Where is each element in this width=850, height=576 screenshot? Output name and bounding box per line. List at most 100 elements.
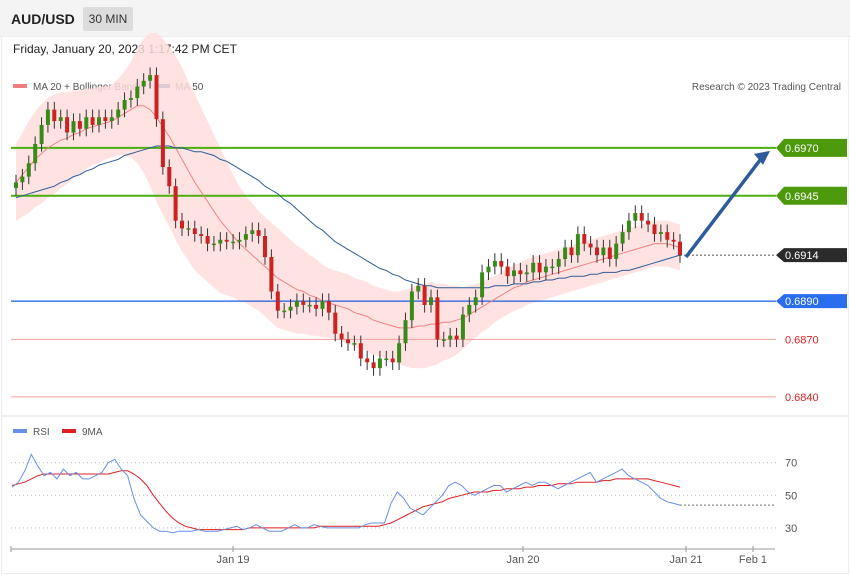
candle-body [186, 228, 191, 230]
candle-body [320, 301, 325, 309]
rsi9-line [11, 470, 681, 531]
timeframe-button[interactable]: 30 MIN [83, 7, 133, 31]
candle-body [524, 272, 529, 275]
candle-body [199, 234, 204, 236]
candle-body [307, 304, 312, 307]
candle-body [97, 117, 101, 125]
candle-body [288, 306, 293, 311]
candle-body [665, 232, 670, 240]
candle-body [77, 121, 82, 129]
minor-level-label: 0.6840 [785, 392, 819, 404]
candle-body [365, 358, 370, 363]
candle-body [148, 75, 153, 81]
x-tick-label: Jan 19 [216, 554, 249, 566]
candle-body [467, 304, 472, 315]
candle-body [263, 236, 267, 258]
rsi-legend: RSI 9MA [13, 427, 103, 438]
candle-body [109, 117, 114, 121]
candle-body [65, 117, 70, 133]
candle-body [45, 109, 50, 125]
candle-body [492, 260, 497, 267]
candle-body [231, 241, 236, 244]
candle-body [556, 259, 561, 267]
candle-body [531, 262, 536, 273]
projection-arrow-line [684, 153, 766, 259]
candle-body [601, 247, 606, 256]
candle-body [416, 285, 421, 292]
chart-datetime: Friday, January 20, 2023 1:17:42 PM CET [13, 42, 237, 56]
rsi-tick-label: 70 [785, 458, 797, 470]
chart-frame [1, 36, 849, 574]
last-price-label: 0.6914 [785, 250, 819, 262]
candle-body [384, 358, 389, 360]
candle-body [620, 232, 625, 244]
candle-body [160, 119, 165, 168]
candle-body [26, 163, 31, 177]
candle-body [39, 124, 44, 145]
rsi9-legend-swatch [62, 429, 76, 433]
candle-body [352, 343, 357, 345]
candle-body [595, 247, 599, 256]
candle-body [658, 232, 663, 234]
candle-body [614, 243, 619, 259]
candle-body [314, 304, 319, 309]
candle-body [167, 167, 172, 187]
candle-body [135, 86, 140, 99]
candle-body [371, 362, 376, 369]
candle-body [480, 272, 485, 298]
candle-body [339, 333, 344, 340]
x-tick-label: Jan 20 [506, 554, 539, 566]
rsi-legend-label: RSI [33, 427, 50, 438]
candle-body [358, 343, 363, 359]
candle-body [473, 297, 478, 305]
candle-body [346, 339, 350, 344]
candle-body [173, 186, 178, 221]
support-label-box [776, 294, 847, 309]
candle-body [282, 310, 287, 313]
candle-body [71, 121, 76, 133]
candle-body [218, 239, 223, 244]
candle-body [563, 247, 568, 259]
candle-body [537, 262, 542, 273]
candle-body [250, 230, 255, 234]
candle-body [409, 291, 414, 321]
rsi-line [11, 453, 681, 534]
candle-body [499, 260, 504, 267]
resistance-label: 0.6970 [785, 143, 819, 155]
candle-body [128, 98, 133, 100]
resistance-label-box [776, 186, 847, 205]
candle-body [512, 270, 516, 277]
candle-body [422, 285, 427, 305]
candle-body [205, 236, 210, 244]
candle-body [582, 234, 587, 244]
candle-body [301, 301, 306, 305]
resistance-label-box [776, 138, 847, 157]
rsi-tick-label: 30 [785, 523, 797, 535]
candle-body [397, 343, 402, 363]
resistance-label: 0.6945 [785, 191, 819, 203]
ma50-line [15, 145, 681, 289]
ma20-line [15, 105, 681, 329]
minor-level-label: 0.6870 [785, 334, 819, 346]
candle-body [486, 266, 491, 273]
candle-body [588, 243, 593, 248]
candle-body [543, 266, 548, 273]
candle-body [90, 117, 95, 125]
ma20-legend-swatch [13, 84, 27, 88]
candle-body [460, 314, 465, 340]
last-price-box [776, 248, 847, 263]
candle-body [403, 320, 408, 344]
candle-body [141, 80, 146, 87]
candle-body [192, 228, 197, 234]
candle-body [377, 358, 382, 369]
candle-body [678, 241, 682, 256]
rsi-legend-swatch [13, 429, 27, 433]
candle-body [20, 176, 25, 183]
candle-body [633, 213, 638, 221]
candle-body [448, 335, 453, 340]
candle-body [256, 230, 261, 236]
candle-body [390, 358, 395, 363]
candle-body [435, 297, 440, 340]
ma20-legend-label: MA 20 + Bollinger Bands [33, 82, 143, 93]
